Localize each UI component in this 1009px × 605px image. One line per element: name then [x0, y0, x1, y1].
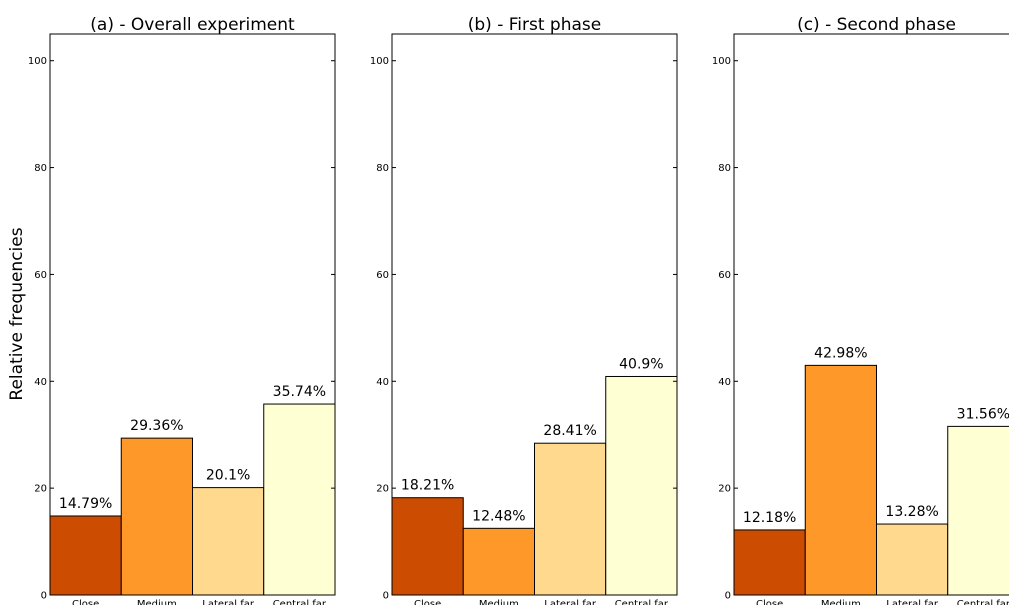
bar-close: [49, 515, 122, 596]
x-tick-label: Lateral far: [544, 599, 597, 605]
axes-frame: [391, 33, 678, 596]
y-axis-label: Relative frequencies: [7, 227, 27, 400]
subplot-c: 12.18% Close 42.98% Medium 13.28% Lateral far…: [712, 15, 1009, 605]
y-tick-label: 80: [718, 163, 731, 174]
subplot-title: (a) - Overall experiment: [90, 15, 295, 35]
bar-value-label: 31.56%: [957, 406, 1009, 422]
y-tick-label: 0: [725, 591, 731, 602]
x-tick-label: Central far: [273, 599, 327, 605]
bar-value-label: 13.28%: [885, 504, 938, 520]
bar-value-label: 20.1%: [206, 468, 250, 484]
bar-central-far: [605, 375, 678, 596]
x-tick-label: Close: [756, 599, 783, 605]
bar-lateral-far: [192, 487, 265, 596]
x-tick-label: Medium: [821, 599, 861, 605]
bar-central-far: [947, 425, 1009, 596]
bar-value-label: 12.48%: [472, 508, 525, 524]
bar-value-label: 42.98%: [814, 345, 867, 361]
bar-value-label: 29.36%: [130, 418, 183, 434]
subplot-a: 14.79% Close 29.36% Medium 20.1% Lateral far 3…: [28, 15, 336, 605]
y-tick-label: 60: [718, 270, 731, 281]
axes-frame: [49, 33, 336, 596]
bar-value-label: 14.79%: [59, 496, 112, 512]
y-tick-label: 20: [718, 484, 731, 495]
subplot-title: (c) - Second phase: [797, 15, 956, 35]
x-tick-label: Lateral far: [886, 599, 939, 605]
y-tick-label: 80: [376, 163, 389, 174]
x-tick-label: Medium: [137, 599, 177, 605]
y-tick-label: 40: [376, 377, 389, 388]
subplot-title: (b) - First phase: [468, 15, 601, 35]
bar-medium: [120, 437, 193, 596]
bar-value-label: 35.74%: [273, 384, 326, 400]
bar-close: [391, 497, 464, 596]
x-tick-label: Close: [414, 599, 441, 605]
y-tick-label: 100: [28, 56, 47, 67]
y-tick-label: 40: [718, 377, 731, 388]
subplot-b: 18.21% Close 12.48% Medium 28.41% Lateral far…: [370, 15, 678, 605]
bar-medium: [804, 364, 877, 596]
bar-central-far: [263, 403, 336, 596]
x-tick-label: Central far: [615, 599, 669, 605]
bar-value-label: 40.9%: [619, 356, 663, 372]
axes-frame: [733, 33, 1009, 596]
y-tick-label: 60: [34, 270, 47, 281]
x-tick-label: Central far: [957, 599, 1009, 605]
bar-close: [733, 529, 806, 596]
x-tick-label: Medium: [479, 599, 519, 605]
y-tick-label: 0: [383, 591, 389, 602]
bar-medium: [462, 527, 535, 596]
x-tick-label: Lateral far: [202, 599, 255, 605]
y-tick-label: 20: [376, 484, 389, 495]
y-tick-label: 60: [376, 270, 389, 281]
bar-lateral-far: [534, 442, 607, 596]
bar-value-label: 12.18%: [743, 510, 796, 526]
bar-lateral-far: [876, 523, 949, 596]
y-tick-label: 80: [34, 163, 47, 174]
y-tick-label: 20: [34, 484, 47, 495]
y-tick-label: 100: [712, 56, 731, 67]
bar-value-label: 18.21%: [401, 478, 454, 494]
y-tick-label: 100: [370, 56, 389, 67]
y-tick-label: 40: [34, 377, 47, 388]
x-tick-label: Close: [72, 599, 99, 605]
bar-value-label: 28.41%: [543, 423, 596, 439]
y-tick-label: 0: [41, 591, 47, 602]
